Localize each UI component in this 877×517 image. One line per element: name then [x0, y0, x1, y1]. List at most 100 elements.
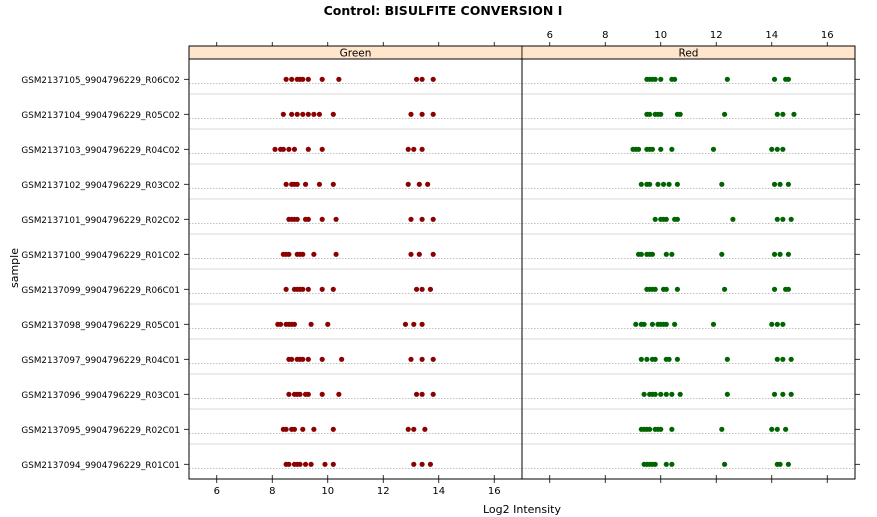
data-point: [311, 111, 317, 117]
data-point: [730, 216, 736, 222]
data-point: [677, 391, 683, 397]
data-point: [305, 111, 311, 117]
data-point: [638, 356, 644, 362]
data-point: [330, 286, 336, 292]
data-point: [305, 146, 311, 152]
data-point: [788, 391, 794, 397]
data-point: [408, 216, 414, 222]
data-point: [780, 321, 786, 327]
x-tick-label: 6: [547, 30, 553, 41]
x-tick-label: 16: [821, 30, 834, 41]
data-point: [652, 461, 658, 467]
data-point: [283, 181, 289, 187]
data-point: [419, 216, 425, 222]
y-axis-label: sample: [8, 248, 21, 288]
data-point: [305, 76, 311, 82]
data-point: [771, 76, 778, 82]
y-tick-label-sample: GSM2137096_9904796229_R03C01: [21, 391, 180, 401]
data-point: [289, 76, 295, 82]
data-point: [658, 426, 664, 432]
data-point: [638, 251, 644, 257]
data-point: [785, 286, 792, 292]
data-point: [674, 216, 681, 222]
data-point: [669, 461, 675, 467]
data-point: [333, 216, 339, 222]
data-point: [780, 216, 786, 222]
data-point: [658, 111, 664, 117]
data-point: [666, 181, 672, 187]
data-point: [658, 76, 664, 82]
data-point: [669, 391, 675, 397]
data-point: [652, 391, 658, 397]
data-point: [647, 111, 653, 117]
x-tick-label: 12: [377, 486, 390, 497]
x-tick-label: 8: [269, 486, 275, 497]
data-point: [430, 391, 436, 397]
panel-strip-label: Green: [340, 48, 372, 60]
data-point: [777, 181, 783, 187]
data-point: [780, 356, 786, 362]
data-point: [719, 426, 725, 432]
y-tick-label-sample: GSM2137094_9904796229_R01C01: [21, 461, 180, 471]
x-tick-label: 14: [765, 30, 778, 41]
data-point: [638, 181, 644, 187]
data-point: [322, 461, 328, 467]
data-point: [302, 461, 309, 467]
data-point: [330, 111, 336, 117]
y-tick-label-sample: GSM2137103_9904796229_R04C02: [21, 146, 180, 156]
data-point: [319, 146, 325, 152]
data-point: [663, 321, 669, 327]
y-tick-label-sample: GSM2137100_9904796229_R01C02: [21, 251, 180, 261]
data-point: [311, 426, 317, 432]
data-point: [721, 286, 728, 292]
data-point: [419, 286, 425, 292]
data-point: [408, 111, 414, 117]
data-point: [669, 426, 675, 432]
data-point: [666, 356, 672, 362]
data-point: [663, 216, 669, 222]
data-point: [408, 251, 414, 257]
data-point: [649, 146, 656, 152]
data-point: [336, 391, 342, 397]
data-point: [724, 76, 730, 82]
data-point: [300, 251, 306, 257]
data-point: [641, 321, 647, 327]
data-point: [430, 216, 436, 222]
data-point: [669, 251, 675, 257]
data-point: [780, 111, 786, 117]
data-point: [771, 391, 778, 397]
data-point: [769, 146, 775, 152]
data-point: [297, 391, 303, 397]
panel-strip-label: Red: [679, 48, 699, 60]
data-point: [336, 76, 342, 82]
data-point: [430, 251, 436, 257]
data-point: [780, 146, 786, 152]
x-tick-label: 6: [214, 486, 220, 497]
y-tick-label-sample: GSM2137101_9904796229_R02C02: [21, 216, 180, 226]
data-point: [291, 321, 298, 327]
data-point: [663, 391, 669, 397]
data-point: [771, 251, 778, 257]
data-point: [633, 321, 639, 327]
data-point: [785, 251, 792, 257]
data-point: [300, 356, 306, 362]
data-point: [635, 146, 642, 152]
data-point: [308, 461, 314, 467]
data-point: [419, 146, 425, 152]
data-point: [652, 286, 658, 292]
data-point: [330, 461, 336, 467]
data-point: [788, 356, 794, 362]
data-point: [311, 251, 317, 257]
data-point: [319, 391, 325, 397]
data-point: [777, 461, 783, 467]
data-point: [305, 286, 311, 292]
data-point: [663, 251, 669, 257]
data-point: [419, 111, 425, 117]
data-point: [719, 181, 725, 187]
data-point: [430, 111, 436, 117]
data-point: [719, 251, 725, 257]
data-point: [663, 461, 669, 467]
y-tick-label-sample: GSM2137105_9904796229_R06C02: [21, 76, 180, 86]
data-point: [672, 76, 678, 82]
